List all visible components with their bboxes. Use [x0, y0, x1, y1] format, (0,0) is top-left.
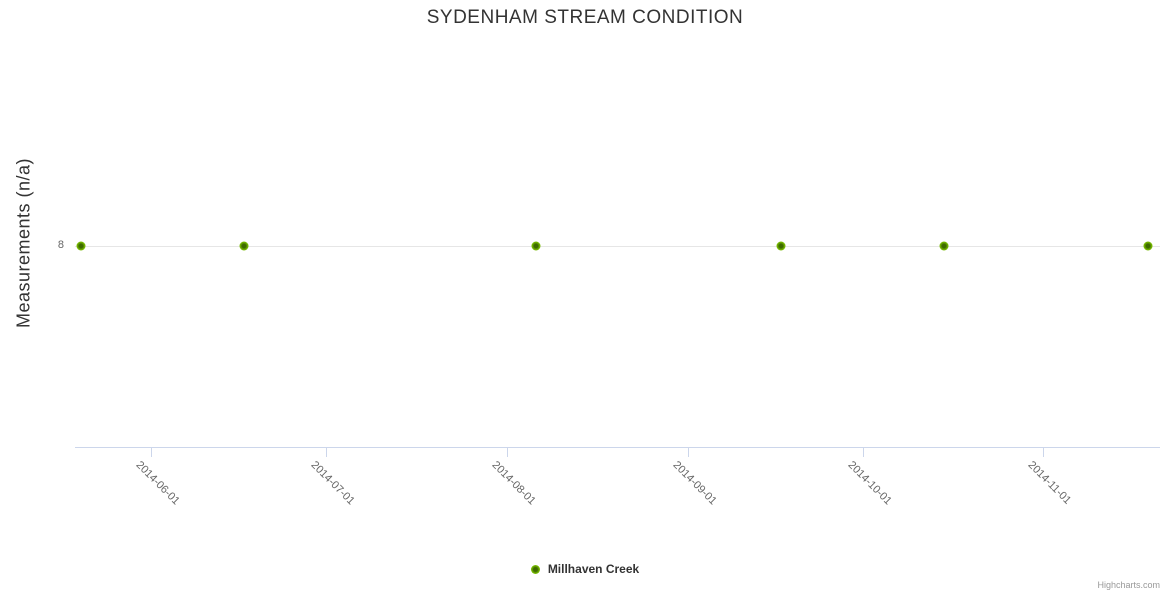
chart-title: SYDENHAM STREAM CONDITION — [426, 7, 744, 28]
data-point-marker[interactable] — [531, 241, 541, 251]
x-axis-label: 2014-07-01 — [308, 459, 357, 508]
x-axis-label: 2014-10-01 — [845, 459, 894, 508]
x-tick-mark — [506, 447, 508, 457]
x-tick-mark — [325, 447, 327, 457]
data-point-marker[interactable] — [239, 241, 249, 251]
x-tick-mark — [687, 447, 689, 457]
y-gridline — [75, 246, 1160, 247]
data-point-marker[interactable] — [1143, 241, 1153, 251]
x-tick-mark — [862, 447, 864, 457]
x-axis-label: 2014-08-01 — [489, 459, 538, 508]
data-point-marker[interactable] — [776, 241, 786, 251]
highcharts-credits-link[interactable]: Highcharts.com — [1097, 580, 1160, 590]
legend-item-millhaven-creek[interactable]: Millhaven Creek — [530, 562, 640, 576]
legend-label: Millhaven Creek — [547, 562, 640, 576]
x-tick-mark — [1043, 447, 1045, 457]
x-axis-label: 2014-09-01 — [670, 459, 719, 508]
plot-area — [75, 45, 1160, 447]
data-point-marker[interactable] — [939, 241, 949, 251]
x-axis-label: 2014-11-01 — [1025, 459, 1074, 507]
data-point-marker[interactable] — [76, 241, 86, 251]
legend: Millhaven Creek — [0, 562, 1170, 576]
x-axis-label: 2014-06-01 — [133, 459, 182, 508]
x-axis-line — [75, 447, 1160, 448]
series-marker-icon — [530, 564, 540, 574]
x-tick-mark — [150, 447, 152, 457]
y-axis-tick-label: 8 — [57, 239, 64, 251]
